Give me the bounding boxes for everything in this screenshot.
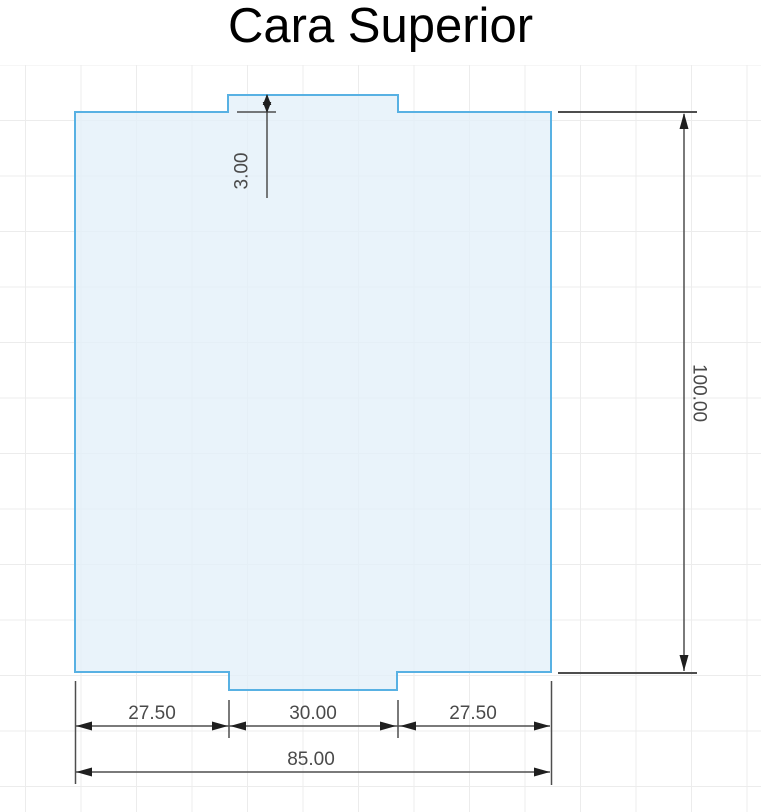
dimension-bottom-segments: 27.50 30.00 27.50 <box>74 681 553 785</box>
total-height-arrow-up <box>679 113 689 129</box>
part-outline[interactable] <box>74 94 552 691</box>
total-width-label[interactable]: 85.00 <box>287 749 335 770</box>
bottom-center-label[interactable]: 30.00 <box>289 703 337 724</box>
segment-right-arrow-right <box>534 721 550 731</box>
tab-height-label[interactable]: 3.00 <box>232 153 253 190</box>
segment-center-arrow-right <box>380 721 396 731</box>
segment-right-arrow-left <box>400 721 416 731</box>
total-width-arrow-right <box>534 767 550 777</box>
segment-left-arrow-left <box>76 721 92 731</box>
bottom-left-label[interactable]: 27.50 <box>128 703 176 724</box>
segment-center-arrow-left <box>230 721 246 731</box>
dimension-total-width: 85.00 <box>76 749 550 777</box>
dimension-total-height: 100.00 <box>558 111 710 674</box>
total-height-label[interactable]: 100.00 <box>689 364 710 422</box>
tab-height-arrow-down <box>262 102 272 113</box>
bottom-right-label[interactable]: 27.50 <box>449 703 497 724</box>
total-height-arrow-down <box>679 655 689 671</box>
total-width-arrow-left <box>76 767 92 777</box>
drawing-title: Cara Superior <box>227 0 534 53</box>
segment-left-arrow-right <box>212 721 228 731</box>
dimension-tab-height: 3.00 <box>232 94 276 198</box>
